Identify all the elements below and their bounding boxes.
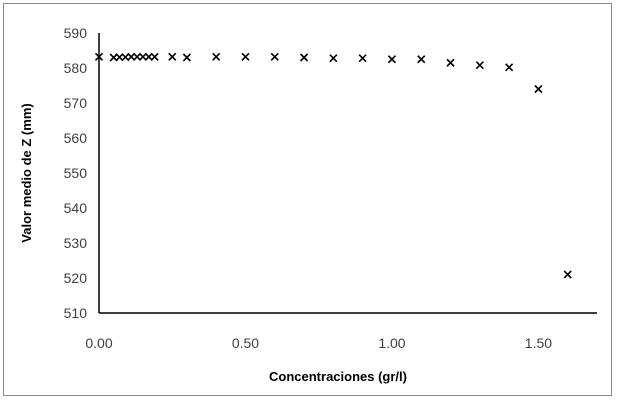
x-tick-label: 1.50 [525, 335, 552, 351]
data-point-marker [150, 52, 159, 61]
data-point-marker [329, 54, 338, 63]
data-point-marker [563, 270, 572, 279]
data-point-marker [133, 52, 142, 61]
y-tick-label: 510 [64, 305, 88, 321]
scatter-chart: 510 520 530 540 550 560 570 580 590 0.00 0.50 1.00… [19, 25, 597, 384]
x-tick-label: 0.00 [85, 335, 112, 351]
x-tick-label: 0.50 [232, 335, 259, 351]
x-tick-label: 1.00 [378, 335, 405, 351]
y-tick-label: 570 [64, 95, 88, 111]
data-point-marker [144, 52, 153, 61]
y-tick-labels: 510 520 530 540 550 560 570 580 590 [64, 25, 88, 321]
data-points [94, 52, 572, 279]
data-point-marker [212, 52, 221, 61]
data-point-marker [387, 55, 397, 64]
y-tick-label: 520 [64, 270, 88, 286]
y-tick-label: 560 [64, 130, 88, 146]
x-axis-title: Concentraciones (gr/l) [269, 369, 407, 384]
y-tick-label: 530 [64, 235, 88, 251]
data-point-marker [138, 52, 148, 61]
data-point-marker [182, 53, 191, 62]
data-point-marker [168, 52, 177, 61]
data-point-marker [534, 84, 543, 94]
data-point-marker [115, 53, 124, 62]
data-point-marker [475, 61, 484, 70]
data-point-marker [505, 63, 514, 72]
chart-frame: 510 520 530 540 550 560 570 580 590 0.00 0.50 1.00… [3, 3, 612, 396]
data-point-marker [299, 53, 309, 62]
y-tick-label: 540 [64, 200, 88, 216]
y-tick-label: 590 [64, 25, 88, 41]
data-point-marker [417, 55, 426, 64]
y-tick-label: 580 [64, 60, 88, 76]
y-axis-title: Valor medio de Z (mm) [19, 103, 34, 242]
data-point-marker [127, 52, 136, 61]
data-point-marker [241, 52, 250, 61]
data-point-marker [270, 52, 279, 61]
y-tick-label: 550 [64, 165, 88, 181]
data-point-marker [358, 54, 367, 63]
x-tick-labels: 0.00 0.50 1.00 1.50 [85, 335, 552, 351]
data-point-marker [446, 58, 455, 67]
